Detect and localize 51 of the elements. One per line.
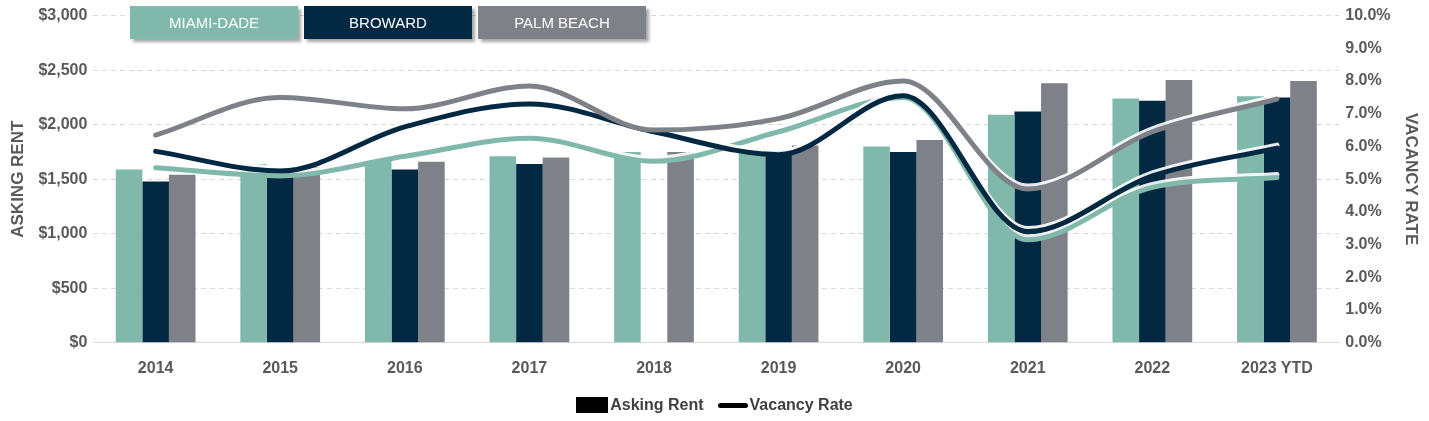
bar: [391, 169, 419, 343]
y2-tick-label: 10.0%: [1345, 6, 1391, 24]
y2-tick-label: 9.0%: [1345, 38, 1382, 56]
bar: [667, 151, 694, 343]
bar: [142, 181, 169, 343]
bar: [791, 145, 819, 343]
y2-tick-label: 3.0%: [1345, 235, 1382, 253]
x-tick-label: 2023 YTD: [1241, 358, 1313, 376]
y2-tick-label: 7.0%: [1345, 104, 1382, 122]
bar: [115, 169, 143, 343]
y-axis-title: ASKING RENT: [7, 120, 27, 238]
x-tick-label: 2020: [885, 358, 922, 376]
x-tick-label: 2021: [1009, 358, 1046, 376]
y2-tick-label: 4.0%: [1345, 202, 1382, 220]
bar: [168, 174, 196, 343]
y-tick-label: $3,000: [38, 6, 88, 24]
text: Asking Rent: [610, 396, 704, 414]
bar: [916, 139, 944, 343]
bar: [489, 156, 517, 343]
y-tick-label: $500: [51, 278, 88, 296]
bar: [738, 148, 766, 343]
x-tick-label: 2017: [511, 358, 548, 376]
bar: [418, 161, 445, 343]
x-tick-label: 2022: [1134, 358, 1171, 376]
y2-tick-label: 0.0%: [1345, 333, 1382, 351]
x-tick-label: 2018: [636, 358, 672, 376]
y2-tick-label: 5.0%: [1345, 169, 1382, 187]
bar: [516, 163, 543, 343]
y-tick-label: $1,000: [38, 224, 88, 242]
x-tick-label: 2015: [262, 358, 299, 376]
bar: [542, 157, 570, 343]
y2-axis-title: VACANCY RATE: [1402, 113, 1422, 246]
y-tick-label: $0: [69, 333, 88, 351]
y-tick-label: $1,500: [38, 169, 88, 187]
bar: [863, 146, 890, 343]
x-tick-label: 2019: [760, 358, 797, 376]
y-tick-label: $2,500: [38, 60, 88, 78]
bar: [1290, 81, 1317, 343]
y2-tick-label: 1.0%: [1345, 300, 1382, 318]
text: Vacancy Rate: [749, 396, 853, 414]
bar: [293, 167, 321, 343]
x-tick-label: 2016: [387, 358, 423, 376]
y2-tick-label: 6.0%: [1345, 136, 1382, 154]
y2-tick-label: 2.0%: [1345, 267, 1382, 285]
x-tick-label: 2014: [137, 358, 174, 376]
text: BROWARD: [304, 6, 472, 39]
y-tick-label: $2,000: [38, 115, 88, 133]
bar: [889, 151, 917, 343]
text: MIAMI-DADE: [130, 6, 298, 39]
y2-tick-label: 8.0%: [1345, 71, 1382, 89]
text: PALM BEACH: [478, 6, 646, 39]
